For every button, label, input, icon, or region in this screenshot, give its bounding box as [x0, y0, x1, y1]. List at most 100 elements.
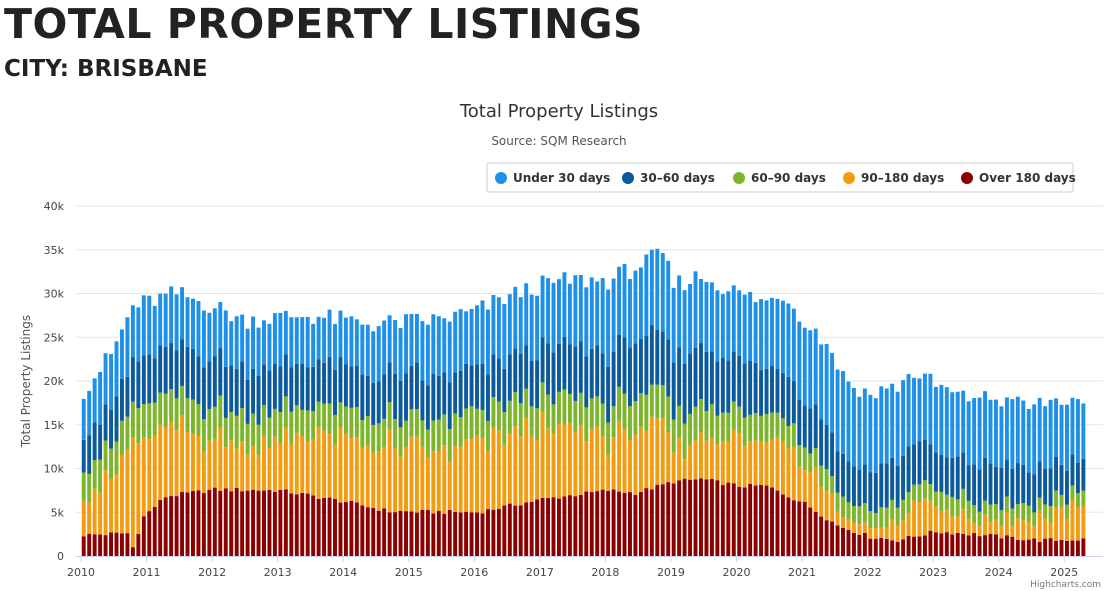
- bar-segment-over-180-days[interactable]: [972, 533, 977, 556]
- bar-segment-30-60-days[interactable]: [480, 363, 485, 410]
- bar-segment-60-90-days[interactable]: [748, 414, 753, 442]
- bar-segment-over-180-days[interactable]: [715, 480, 720, 556]
- bar-segment-60-90-days[interactable]: [191, 399, 195, 434]
- bar-segment-60-90-days[interactable]: [731, 401, 736, 430]
- bar-segment-60-90-days[interactable]: [114, 441, 119, 475]
- bar-segment-60-90-days[interactable]: [660, 385, 665, 419]
- bar-segment-under-30-days[interactable]: [207, 312, 212, 362]
- bar-segment-60-90-days[interactable]: [666, 396, 671, 433]
- bar-segment-under-30-days[interactable]: [622, 263, 627, 338]
- bar-segment-30-60-days[interactable]: [879, 463, 884, 508]
- bar-segment-under-30-days[interactable]: [234, 316, 239, 369]
- bar-segment-under-30-days[interactable]: [360, 324, 365, 375]
- bar-segment-under-30-days[interactable]: [1081, 403, 1086, 459]
- bar-segment-30-60-days[interactable]: [884, 463, 889, 508]
- bar-segment-90-180-days[interactable]: [944, 510, 949, 533]
- bar-segment-60-90-days[interactable]: [1026, 505, 1031, 522]
- bar-segment-60-90-days[interactable]: [824, 469, 829, 491]
- bar-segment-under-30-days[interactable]: [343, 317, 348, 365]
- bar-segment-60-90-days[interactable]: [1004, 496, 1009, 513]
- bar-segment-over-180-days[interactable]: [262, 490, 266, 556]
- bar-segment-60-90-days[interactable]: [524, 388, 529, 419]
- bar-segment-90-180-days[interactable]: [518, 436, 523, 506]
- bar-segment-under-30-days[interactable]: [114, 341, 119, 397]
- bar-segment-over-180-days[interactable]: [223, 488, 228, 556]
- bar-segment-60-90-days[interactable]: [338, 402, 343, 428]
- bar-segment-60-90-days[interactable]: [688, 413, 693, 445]
- bar-segment-over-180-days[interactable]: [802, 501, 807, 556]
- bar-segment-over-180-days[interactable]: [879, 538, 884, 556]
- bar-segment-over-180-days[interactable]: [862, 532, 867, 556]
- bar-segment-90-180-days[interactable]: [715, 444, 720, 481]
- bar-segment-60-90-days[interactable]: [109, 448, 114, 479]
- bar-segment-60-90-days[interactable]: [699, 399, 703, 433]
- bar-segment-90-180-days[interactable]: [660, 418, 665, 485]
- bar-segment-90-180-days[interactable]: [92, 488, 97, 535]
- bar-segment-60-90-days[interactable]: [262, 405, 266, 436]
- bar-segment-30-60-days[interactable]: [644, 336, 649, 395]
- bar-segment-30-60-days[interactable]: [988, 463, 993, 505]
- bar-segment-60-90-days[interactable]: [180, 385, 185, 416]
- bar-segment-under-30-days[interactable]: [507, 294, 512, 355]
- bar-segment-60-90-days[interactable]: [901, 499, 906, 521]
- bar-segment-60-90-days[interactable]: [436, 419, 441, 452]
- bar-segment-60-90-days[interactable]: [404, 420, 408, 447]
- bar-segment-30-60-days[interactable]: [311, 366, 316, 412]
- bar-segment-30-60-days[interactable]: [775, 369, 780, 413]
- bar-segment-over-180-days[interactable]: [333, 498, 337, 556]
- bar-segment-30-60-days[interactable]: [655, 329, 660, 385]
- bar-segment-90-180-days[interactable]: [1043, 518, 1048, 539]
- bar-segment-over-180-days[interactable]: [786, 497, 791, 556]
- bar-segment-over-180-days[interactable]: [611, 489, 616, 556]
- bar-segment-90-180-days[interactable]: [475, 435, 479, 513]
- bar-segment-30-60-days[interactable]: [354, 366, 359, 407]
- bar-segment-60-90-days[interactable]: [715, 415, 720, 445]
- bar-segment-30-60-days[interactable]: [573, 346, 578, 401]
- bar-segment-90-180-days[interactable]: [327, 434, 332, 498]
- bar-segment-90-180-days[interactable]: [174, 430, 179, 497]
- bar-segment-under-30-days[interactable]: [726, 291, 731, 361]
- bar-segment-over-180-days[interactable]: [633, 495, 638, 556]
- bar-segment-30-60-days[interactable]: [109, 410, 114, 449]
- bar-segment-under-30-days[interactable]: [753, 302, 758, 363]
- bar-segment-90-180-days[interactable]: [912, 500, 916, 537]
- bar-segment-30-60-days[interactable]: [862, 464, 867, 504]
- bar-segment-over-180-days[interactable]: [1037, 541, 1042, 556]
- bar-segment-90-180-days[interactable]: [868, 528, 873, 539]
- bar-segment-over-180-days[interactable]: [283, 489, 288, 556]
- bar-segment-under-30-days[interactable]: [1059, 404, 1064, 465]
- bar-segment-under-30-days[interactable]: [436, 316, 441, 376]
- bar-segment-over-180-days[interactable]: [901, 539, 906, 556]
- bar-segment-60-90-days[interactable]: [393, 418, 398, 449]
- bar-segment-60-90-days[interactable]: [802, 447, 807, 471]
- bar-segment-over-180-days[interactable]: [922, 535, 927, 556]
- bar-segment-90-180-days[interactable]: [775, 436, 780, 491]
- bar-segment-60-90-days[interactable]: [677, 405, 682, 438]
- bar-segment-over-180-days[interactable]: [191, 491, 195, 556]
- bar-segment-90-180-days[interactable]: [584, 441, 589, 492]
- bar-segment-60-90-days[interactable]: [1054, 490, 1059, 508]
- bar-segment-60-90-days[interactable]: [606, 422, 611, 456]
- bar-segment-over-180-days[interactable]: [425, 509, 430, 556]
- bar-segment-over-180-days[interactable]: [300, 492, 305, 556]
- bar-segment-over-180-days[interactable]: [404, 511, 408, 556]
- bar-segment-over-180-days[interactable]: [365, 507, 370, 556]
- bar-segment-under-30-days[interactable]: [770, 297, 774, 367]
- bar-segment-90-180-days[interactable]: [535, 440, 540, 500]
- bar-segment-90-180-days[interactable]: [791, 446, 796, 501]
- bar-segment-60-90-days[interactable]: [1081, 490, 1086, 507]
- bar-segment-60-90-days[interactable]: [655, 384, 660, 419]
- bar-segment-90-180-days[interactable]: [977, 525, 982, 537]
- bar-segment-90-180-days[interactable]: [759, 441, 764, 485]
- bar-segment-under-30-days[interactable]: [715, 290, 720, 362]
- bar-segment-60-90-days[interactable]: [529, 406, 534, 436]
- bar-segment-over-180-days[interactable]: [420, 509, 425, 556]
- bar-segment-30-60-days[interactable]: [699, 343, 703, 400]
- bar-segment-30-60-days[interactable]: [431, 373, 436, 421]
- bar-segment-60-90-days[interactable]: [87, 473, 92, 503]
- bar-segment-60-90-days[interactable]: [1075, 492, 1080, 508]
- bar-segment-60-90-days[interactable]: [316, 401, 321, 428]
- bar-segment-90-180-days[interactable]: [786, 448, 791, 498]
- bar-segment-30-60-days[interactable]: [1059, 464, 1064, 495]
- bar-segment-over-180-days[interactable]: [387, 512, 392, 556]
